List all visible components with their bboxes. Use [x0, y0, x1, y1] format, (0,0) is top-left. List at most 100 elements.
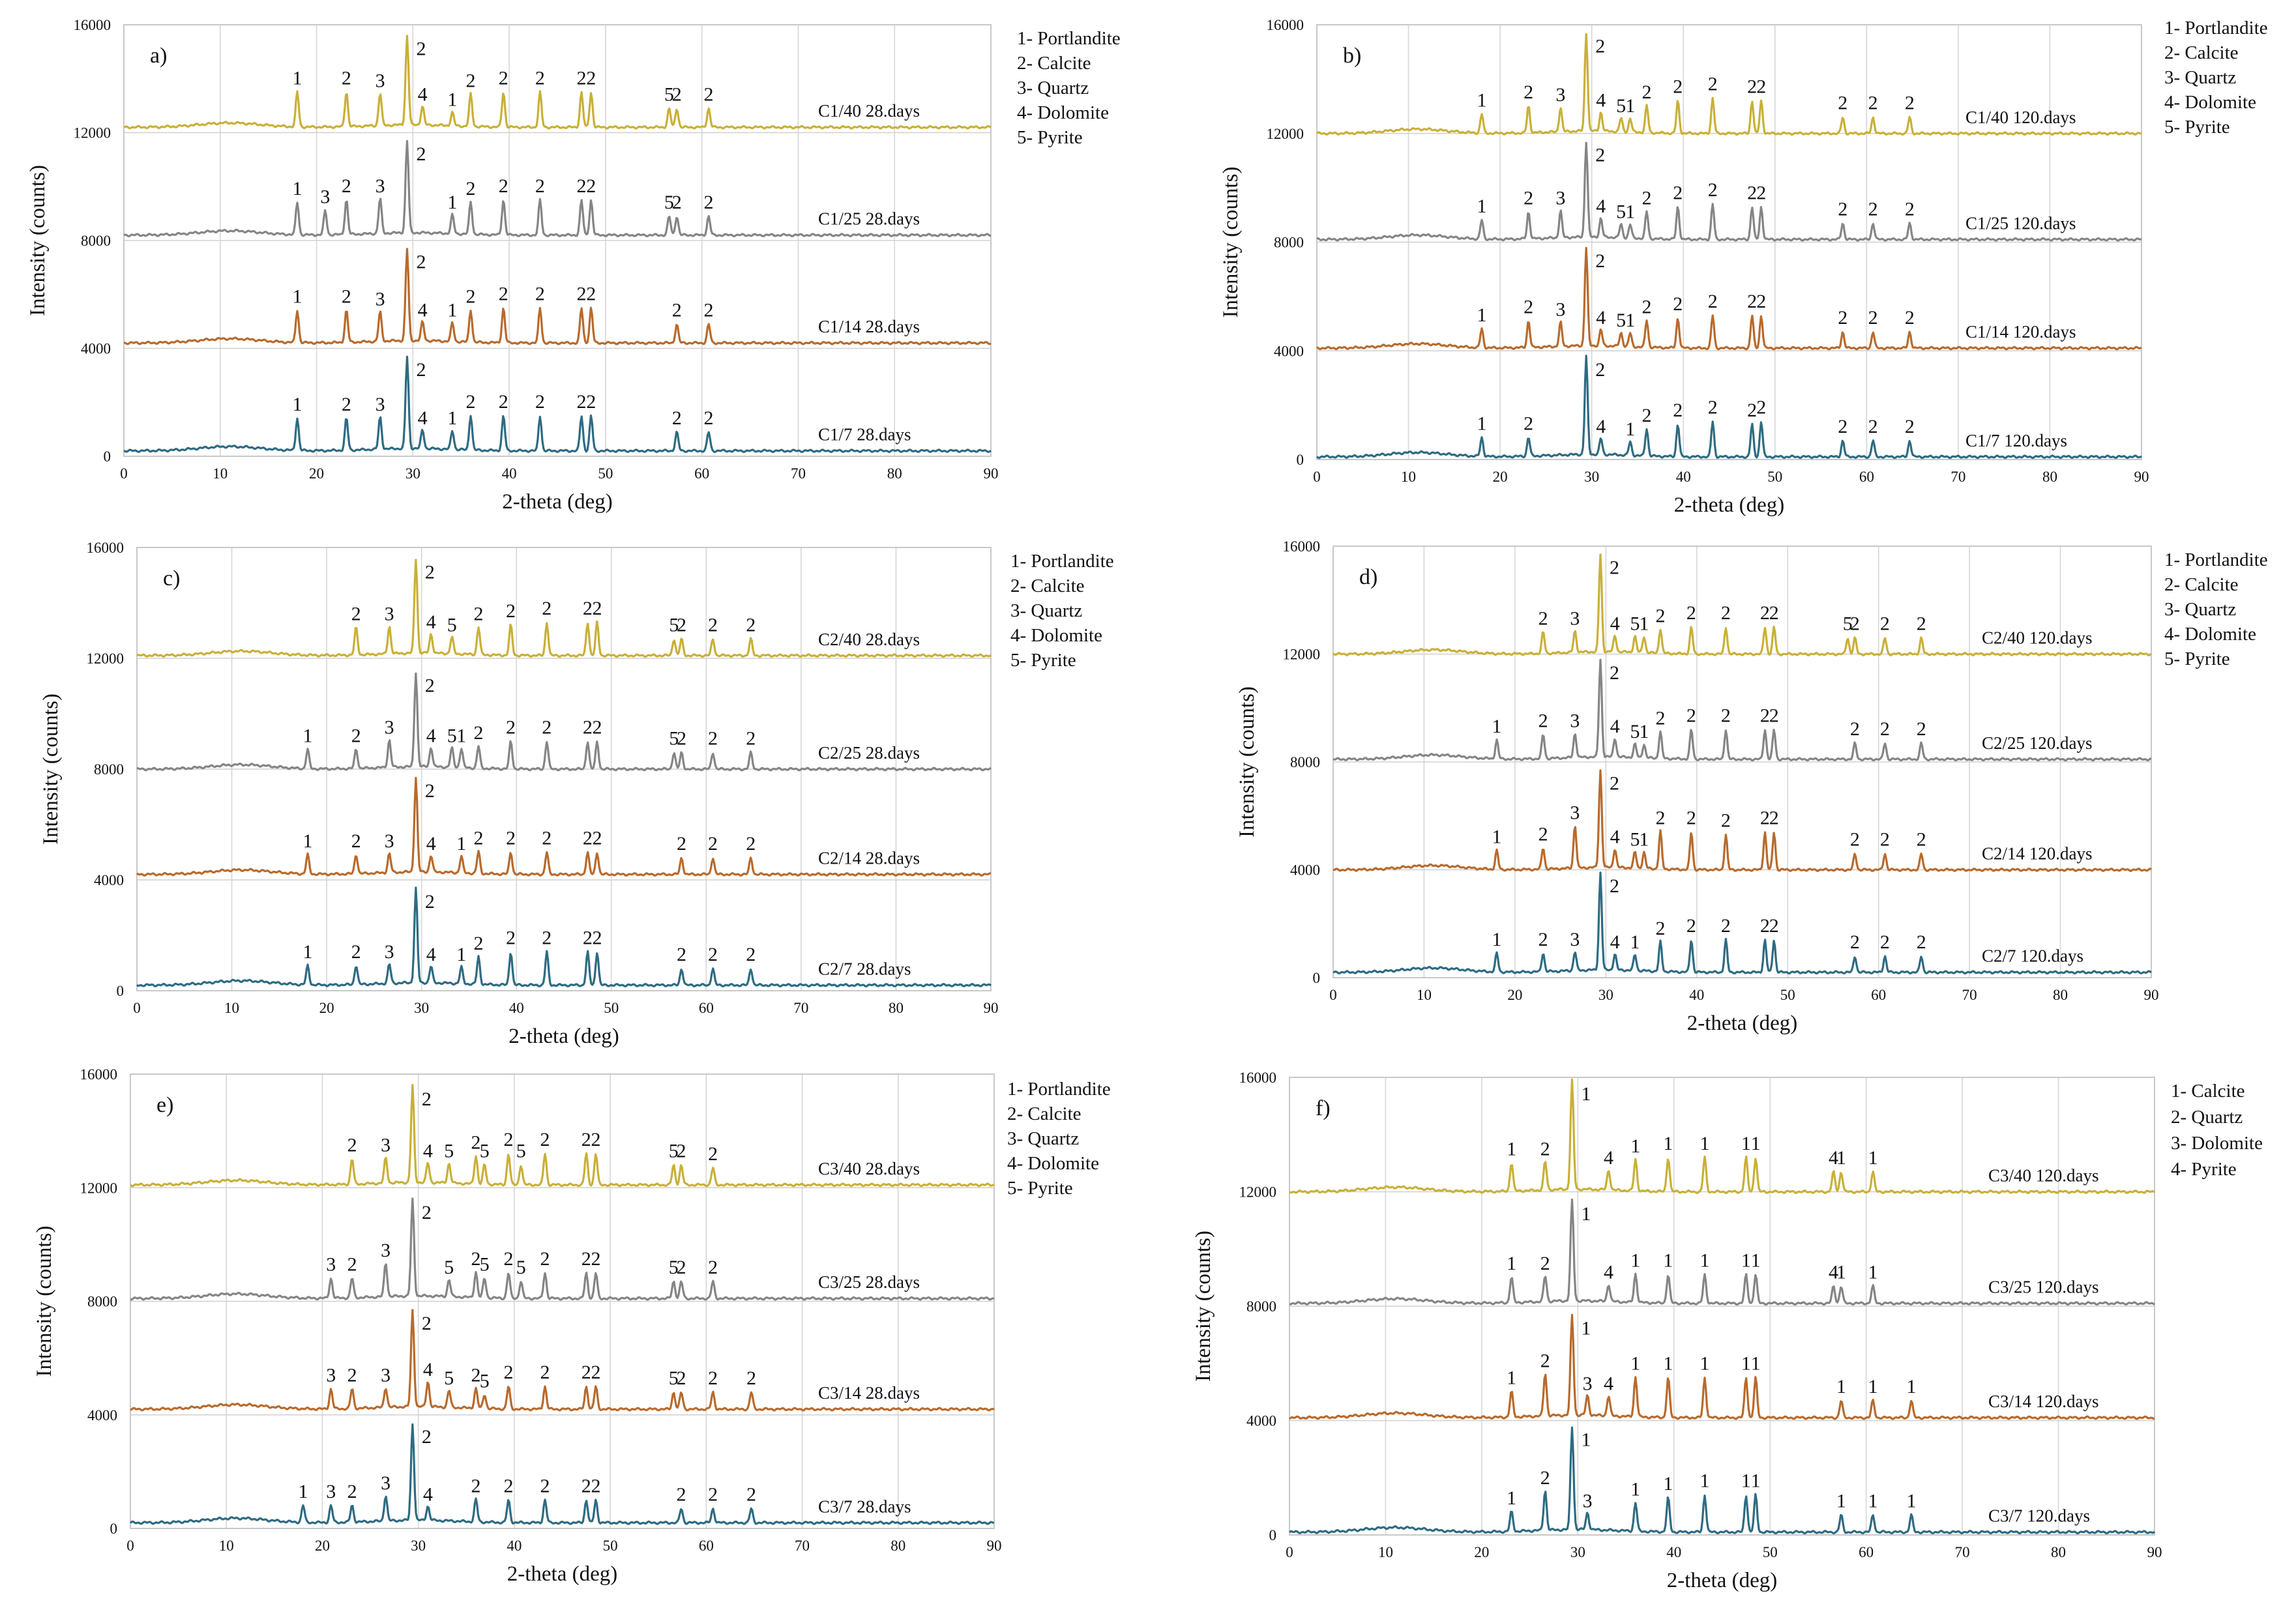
y-tick-label: 4000 [1290, 862, 1320, 879]
peak-label: 2 [342, 175, 351, 197]
legend-entry: 1- Portlandite [2164, 549, 2268, 570]
peak-label: 5 [480, 1254, 490, 1276]
x-tick-label: 90 [2134, 469, 2149, 485]
peak-label: 2 [1721, 705, 1731, 726]
peak-label: 2 [1673, 182, 1683, 203]
peak-label: 1 [447, 299, 457, 321]
peak-label: 2 [708, 1484, 718, 1506]
peak-label: 2 [1838, 198, 1847, 220]
peak-label: 2 [506, 600, 516, 622]
x-tick-label: 30 [414, 1000, 429, 1016]
series-name-label: C1/14 28.days [818, 317, 920, 336]
series-line [1316, 355, 2142, 460]
peak-label: 5 [664, 192, 674, 213]
x-tick-label: 30 [1598, 987, 1613, 1003]
x-tick-label: 0 [126, 1538, 134, 1554]
peak-label: 1 [447, 192, 457, 213]
peak-label: 2 [576, 391, 586, 413]
x-tick-label: 0 [120, 465, 128, 482]
series-2: 1 2 324 5 12 2 2 2 22 2 2C1/14 120.days [1316, 246, 2142, 351]
x-tick-label: 40 [507, 1538, 522, 1554]
peak-label: 2 [746, 728, 756, 750]
peak-label: 2 [708, 944, 718, 965]
y-tick-label: 12000 [80, 1180, 118, 1196]
peak-label: 5 [669, 1367, 679, 1389]
peak-label: 1 [1700, 1470, 1709, 1492]
chart-panel-b: 0 10 20 30 40 50 60 70 80 90 0 4000 8000 12000 16000 2-… [1219, 17, 2268, 517]
peak-label: 4 [1604, 1261, 1613, 1283]
y-tick-label: 8000 [1246, 1298, 1276, 1315]
y-tick-label: 16000 [74, 17, 111, 33]
peak-label: 1 [1836, 1376, 1846, 1397]
series-name-label: C1/40 120.days [1965, 108, 2076, 127]
peak-label: 3 [326, 1481, 336, 1502]
x-tick-label: 40 [1689, 987, 1704, 1003]
peak-label: 2 [583, 717, 593, 738]
peak-label: 2 [1721, 810, 1731, 832]
peak-label: 5 [669, 614, 679, 635]
peak-label: 2 [1708, 291, 1718, 312]
peak-label: 2 [592, 598, 602, 619]
peak-label: 3 [375, 175, 385, 197]
peak-label: 2 [347, 1481, 357, 1502]
peak-label: 5 [447, 725, 457, 746]
peak-label: 2 [708, 728, 718, 750]
peak-label: 2 [677, 614, 686, 635]
peak-label: 2 [542, 828, 552, 849]
peak-label: 2 [1673, 293, 1683, 315]
peak-label: 2 [746, 1484, 756, 1506]
y-tick-label: 12000 [74, 125, 111, 141]
series-name-label: C2/25 28.days [818, 743, 920, 763]
x-tick-label: 60 [699, 1000, 714, 1016]
peak-label: 2 [677, 1140, 686, 1161]
peak-label: 2 [351, 725, 361, 746]
panel-label: b) [1343, 44, 1361, 68]
y-tick-label: 8000 [1290, 754, 1320, 770]
x-tick-label: 20 [309, 465, 324, 482]
peak-label: 2 [1642, 188, 1652, 209]
peak-label: 2 [1760, 915, 1770, 937]
peak-label: 5 [1630, 613, 1640, 635]
series-name-label: C3/14 28.days [818, 1383, 920, 1403]
plot-frame [1332, 546, 2152, 978]
peak-label: 2 [1610, 773, 1619, 795]
peak-label: 2 [586, 391, 596, 413]
x-tick-label: 50 [604, 1000, 619, 1016]
peak-label: 2 [422, 1088, 432, 1110]
peak-label: 4 [1610, 931, 1620, 953]
peak-label: 1 [1581, 1318, 1591, 1339]
peak-label: 2 [591, 1362, 601, 1383]
peak-label: 2 [1850, 931, 1860, 953]
x-tick-label: 0 [1313, 469, 1321, 485]
series-line [1289, 1313, 2155, 1420]
peak-label: 2 [592, 927, 602, 949]
peak-label: 2 [1868, 93, 1878, 114]
peak-label: 4 [1610, 716, 1620, 737]
peak-label: 2 [504, 1475, 514, 1496]
peak-label: 4 [1596, 90, 1606, 111]
series-line [136, 886, 992, 988]
peak-label: 3 [1555, 84, 1565, 106]
peak-label: 2 [1656, 605, 1666, 626]
y-tick-label: 4000 [87, 1407, 117, 1424]
peak-label: 3 [385, 830, 394, 852]
peak-label: 2 [1838, 416, 1847, 437]
y-axis-title: Intensity (counts) [1219, 167, 1243, 318]
peak-label: 1 [1507, 1487, 1516, 1509]
plot-frame [1289, 1077, 2155, 1536]
peak-label: 3 [385, 717, 394, 738]
y-tick-label: 8000 [81, 233, 111, 249]
peak-label: 2 [351, 603, 361, 624]
legend-entry: 4- Dolomite [1010, 625, 1102, 646]
y-tick-label: 16000 [87, 540, 125, 556]
peak-label: 1 [1663, 1353, 1673, 1375]
x-tick-label: 80 [2053, 987, 2068, 1003]
peak-label: 2 [591, 1248, 601, 1270]
y-tick-label: 0 [1297, 452, 1304, 468]
y-axis-title: Intensity (counts) [1192, 1231, 1215, 1382]
series-name-label: C1/25 28.days [818, 209, 920, 229]
peak-label: 2 [1769, 705, 1779, 726]
peak-label: 5 [669, 1140, 679, 1161]
legend-entry: 5- Pyrite [1007, 1178, 1073, 1199]
